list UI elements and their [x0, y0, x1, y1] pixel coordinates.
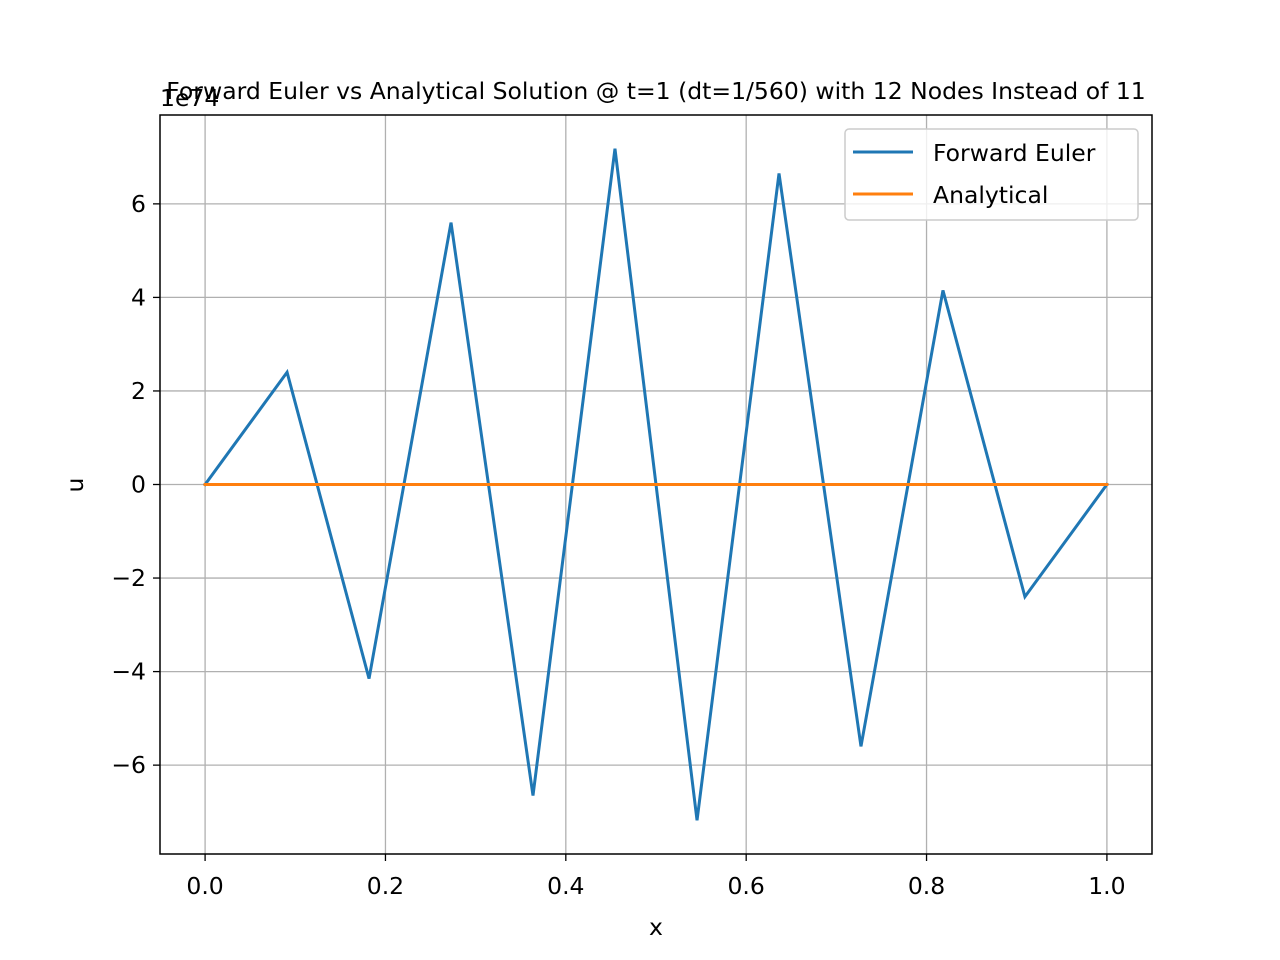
x-tick-label: 0.4 — [547, 872, 584, 900]
y-axis-ticks: −6 −4 −2 0 2 4 6 — [111, 190, 160, 779]
x-axis-label: x — [649, 913, 663, 941]
x-tick-label: 0.6 — [727, 872, 764, 900]
y-tick-label: −4 — [111, 658, 146, 686]
y-tick-label: 4 — [131, 283, 146, 311]
x-tick-label: 0.2 — [367, 872, 404, 900]
legend-box — [844, 128, 1139, 221]
y-offset-label: 1e74 — [160, 84, 219, 112]
y-tick-label: 2 — [131, 377, 146, 405]
y-tick-label: −2 — [111, 564, 146, 592]
y-tick-label: 6 — [131, 190, 146, 218]
legend: Forward Euler Analytical — [844, 128, 1139, 221]
chart-title: Forward Euler vs Analytical Solution @ t… — [166, 77, 1145, 105]
y-axis-label: u — [61, 478, 89, 493]
x-tick-label: 0.8 — [908, 872, 945, 900]
y-tick-label: 0 — [131, 471, 146, 499]
x-axis-ticks: 0.0 0.2 0.4 0.6 0.8 1.0 — [186, 854, 1126, 900]
legend-label-forward-euler: Forward Euler — [933, 139, 1096, 167]
legend-label-analytical: Analytical — [933, 181, 1048, 209]
x-tick-label: 0.0 — [186, 872, 223, 900]
y-tick-label: −6 — [111, 751, 146, 779]
x-tick-label: 1.0 — [1088, 872, 1125, 900]
series-layer — [202, 148, 1110, 821]
